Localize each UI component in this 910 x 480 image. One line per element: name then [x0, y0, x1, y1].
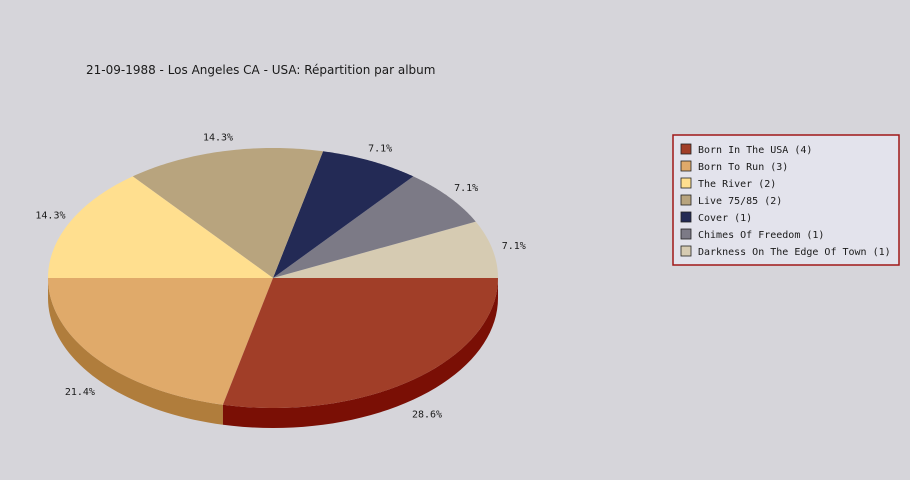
- pie-slice-born-to-run: [48, 278, 273, 405]
- legend-label-the-river: The River (2): [698, 179, 776, 190]
- chart-legend: Born In The USA (4) Born To Run (3) The Ri…: [672, 134, 900, 266]
- legend-swatch-darkness-on-the-edge-of-town: [680, 245, 692, 257]
- pie-percent-label-born-in-the-usa: 28.6%: [412, 410, 442, 421]
- legend-swatch-chimes-of-freedom: [680, 228, 692, 240]
- chart-title: 21-09-1988 - Los Angeles CA - USA: Répar…: [86, 63, 435, 77]
- pie-slice-chimes-of-freedom: [273, 176, 476, 278]
- pie-slice-cover: [273, 151, 414, 278]
- legend-box: [672, 134, 900, 266]
- pie-percent-label-the-river: 14.3%: [35, 211, 65, 222]
- legend-label-born-to-run: Born To Run (3): [698, 162, 788, 173]
- pie-side-born-in-the-usa: [222, 278, 498, 428]
- legend-label-chimes-of-freedom: Chimes Of Freedom (1): [698, 230, 824, 241]
- pie-percent-label-born-to-run: 21.4%: [65, 387, 95, 398]
- legend-swatch-live-75-85: [680, 194, 692, 206]
- pie-slices: [48, 148, 498, 408]
- pie-percent-label-cover: 7.1%: [368, 143, 392, 154]
- pie-slice-darkness-on-the-edge-of-town: [273, 221, 498, 278]
- legend-swatch-the-river: [680, 177, 692, 189]
- pie-percent-label-live-75-85: 14.3%: [203, 133, 233, 144]
- pie-3d-sides: [48, 278, 498, 428]
- pie-percent-label-darkness-on-the-edge-of-town: 7.1%: [502, 241, 526, 252]
- pie-slice-born-in-the-usa: [222, 278, 498, 408]
- pie-side-born-to-run: [48, 278, 223, 425]
- pie-slice-the-river: [48, 176, 273, 278]
- pie-percent-label-chimes-of-freedom: 7.1%: [454, 183, 478, 194]
- pie-percent-labels: 7.1% 7.1% 7.1% 14.3% 14.3% 21.4% 28.6%: [35, 133, 525, 421]
- legend-label-darkness-on-the-edge-of-town: Darkness On The Edge Of Town (1): [698, 247, 891, 258]
- pie-slice-live-75-85: [132, 148, 324, 278]
- legend-swatch-born-to-run: [680, 160, 692, 172]
- legend-label-live-75-85: Live 75/85 (2): [698, 196, 782, 207]
- legend-swatch-born-in-the-usa: [680, 143, 692, 155]
- legend-swatch-cover: [680, 211, 692, 223]
- legend-label-cover: Cover (1): [698, 213, 752, 224]
- legend-label-born-in-the-usa: Born In The USA (4): [698, 145, 812, 156]
